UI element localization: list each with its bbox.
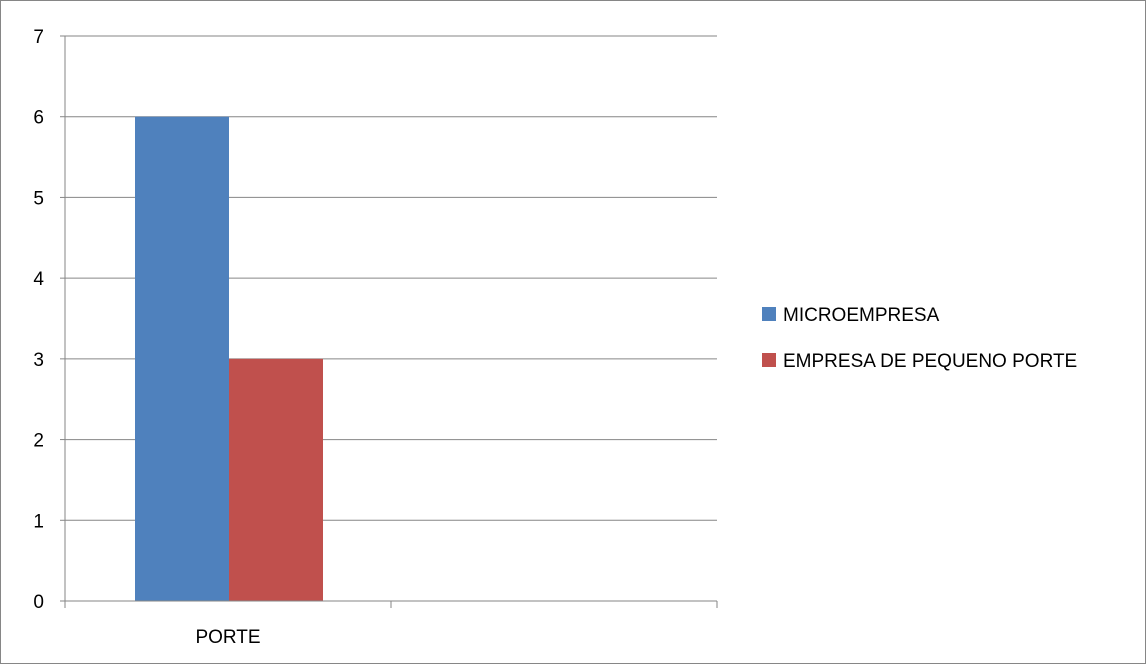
legend-swatch: [762, 353, 776, 367]
bar-empresa-de-pequeno-porte: [229, 358, 323, 601]
y-tick-label: 1: [33, 511, 44, 532]
legend: MICROEMPRESA EMPRESA DE PEQUENO PORTE: [762, 305, 1077, 372]
bars: [135, 116, 323, 601]
legend-swatch: [762, 307, 776, 321]
y-tick-label: 2: [33, 431, 44, 452]
y-tick-label: 5: [33, 188, 44, 209]
y-tick-label: 0: [33, 592, 44, 613]
x-axis: PORTE: [64, 600, 718, 648]
bar-microempresa: [135, 116, 229, 601]
y-tick-label: 6: [33, 108, 44, 129]
y-tick-label: 7: [33, 27, 44, 48]
y-axis-ticks: 0 1 2 3 4 5 6 7: [33, 27, 66, 613]
legend-label: EMPRESA DE PEQUENO PORTE: [783, 351, 1077, 372]
y-tick-label: 3: [33, 350, 44, 371]
legend-label: MICROEMPRESA: [783, 305, 940, 326]
y-tick-label: 4: [33, 269, 44, 290]
x-category-label: PORTE: [195, 627, 260, 648]
